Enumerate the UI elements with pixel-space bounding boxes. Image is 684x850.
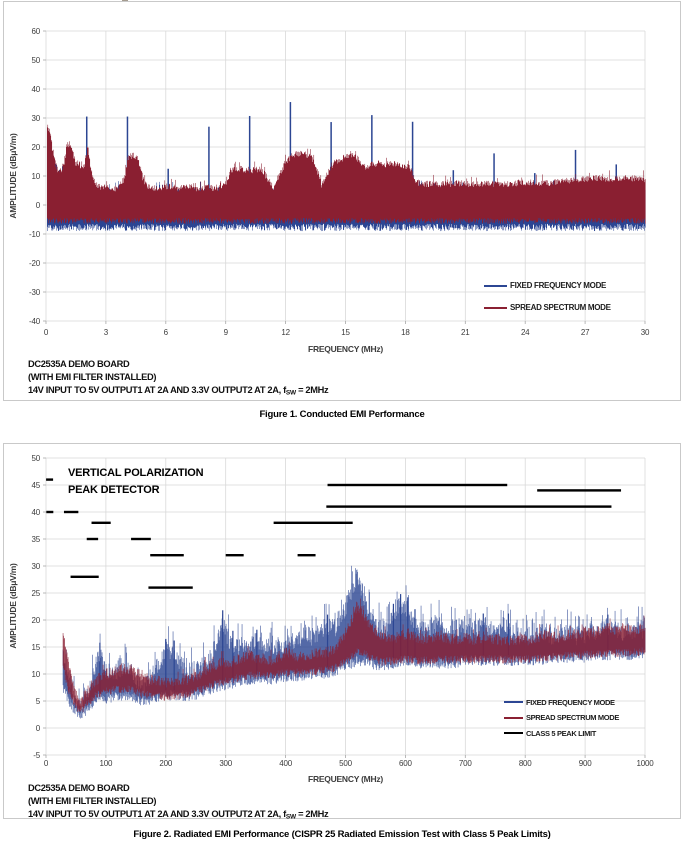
legend-swatch-line bbox=[484, 306, 507, 309]
legend-swatch-line bbox=[504, 701, 523, 703]
figure2-panel bbox=[3, 443, 681, 819]
note-text: (WITH EMI FILTER INSTALLED) bbox=[28, 795, 157, 806]
fig1-ytick-50: 50 bbox=[31, 55, 41, 65]
fig2-xtick-1000: 1000 bbox=[636, 759, 654, 768]
subscript-text: SW bbox=[285, 813, 296, 821]
figure2-notes: DC2535A DEMO BOARD (WITH EMI FILTER INSTA… bbox=[28, 782, 329, 824]
figure1-notes: DC2535A DEMO BOARD (WITH EMI FILTER INSTA… bbox=[28, 358, 329, 400]
note-text: DC2535A DEMO BOARD bbox=[28, 359, 130, 369]
fig1-ytick--30: -30 bbox=[29, 287, 40, 297]
figure1-note-line1: DC2535A DEMO BOARD bbox=[28, 358, 328, 371]
fig2-ytick-25: 25 bbox=[31, 588, 41, 598]
fig2-ytick-15: 15 bbox=[31, 642, 41, 652]
legend-label: SPREAD SPECTRUM MODE bbox=[526, 713, 620, 722]
legend-label: CLASS 5 PEAK LIMIT bbox=[526, 728, 596, 738]
figure1-note-line3: 14V INPUT TO 5V OUTPUT1 AT 2A AND 3.3V O… bbox=[28, 384, 329, 400]
fig1-ytick-0: 0 bbox=[35, 200, 40, 210]
fig2-xtick-600: 600 bbox=[399, 759, 412, 768]
fig2-ytick-50: 50 bbox=[31, 453, 41, 463]
fig1-ytick-20: 20 bbox=[31, 142, 41, 152]
fig2-xtick-400: 400 bbox=[279, 759, 292, 768]
fig2-ytick-45: 45 bbox=[31, 480, 41, 490]
fig1-ytick-10: 10 bbox=[31, 171, 41, 181]
note-text: = 2MHz bbox=[295, 384, 329, 395]
legend-label: SPREAD SPECTRUM MODE bbox=[510, 303, 611, 312]
fig2-legend-entry-3: CLASS 5 PEAK LIMIT bbox=[504, 728, 596, 738]
figure1-caption: Figure 1. Conducted EMI Performance bbox=[259, 409, 425, 420]
note-text: 14V INPUT TO 5V OUTPUT1 AT 2A AND 3.3V O… bbox=[28, 384, 286, 395]
fig2-ytick-20: 20 bbox=[31, 615, 41, 625]
fig2-ytick-40: 40 bbox=[31, 507, 41, 517]
fig1-xtick-9: 9 bbox=[223, 328, 228, 337]
fig1-xtick-6: 6 bbox=[163, 328, 168, 337]
legend-label: FIXED FREQUENCY MODE bbox=[510, 281, 607, 290]
fig1-ytick--40: -40 bbox=[29, 316, 40, 326]
fig1-ytick-30: 30 bbox=[31, 113, 41, 123]
figure1-panel bbox=[3, 1, 681, 401]
fig2-xtick-900: 900 bbox=[578, 759, 592, 768]
figure2-note-line2: (WITH EMI FILTER INSTALLED) bbox=[28, 795, 328, 808]
note-text: DC2535A DEMO BOARD bbox=[28, 783, 130, 793]
note-text: = 2MHz bbox=[295, 808, 329, 819]
fig2-ytick--5: -5 bbox=[33, 750, 40, 760]
figure2-note-line3: 14V INPUT TO 5V OUTPUT1 AT 2A AND 3.3V O… bbox=[28, 808, 329, 824]
fig1-xtick-21: 21 bbox=[461, 328, 470, 337]
fig2-xtick-700: 700 bbox=[458, 759, 472, 768]
figure2-caption: Figure 2. Radiated EMI Performance (CISP… bbox=[133, 829, 551, 840]
fig1-xtick-15: 15 bbox=[341, 328, 350, 337]
legend-swatch-line bbox=[484, 284, 507, 287]
fig2-ytick-5: 5 bbox=[35, 696, 40, 706]
fig2-legend-entry-2: SPREAD SPECTRUM MODE bbox=[504, 713, 619, 723]
fig1-ytick-60: 60 bbox=[31, 26, 41, 36]
fig2-ytick-35: 35 bbox=[31, 534, 41, 544]
legend-swatch-line bbox=[504, 716, 523, 719]
fig1-legend-entry-1: FIXED FREQUENCY MODE bbox=[484, 281, 606, 291]
note-text: 14V INPUT TO 5V OUTPUT1 AT 2A AND 3.3V O… bbox=[28, 808, 286, 819]
fig1-xtick-12: 12 bbox=[281, 328, 290, 337]
fig2-xtick-300: 300 bbox=[219, 759, 233, 768]
legend-swatch-line bbox=[504, 731, 523, 735]
fig1-ytick--20: -20 bbox=[29, 258, 40, 268]
fig1-xtick-24: 24 bbox=[520, 328, 530, 337]
fig1-legend-entry-2: SPREAD SPECTRUM MODE bbox=[484, 303, 611, 313]
fig2-ytick-10: 10 bbox=[31, 669, 41, 679]
legend-label: FIXED FREQUENCY MODE bbox=[526, 697, 615, 707]
fig2-xtick-500: 500 bbox=[339, 759, 352, 768]
fig2-xtick-200: 200 bbox=[159, 759, 173, 768]
fig2-x-axis-label: FREQUENCY (MHz) bbox=[308, 774, 383, 784]
fig2-ytick-0: 0 bbox=[35, 723, 40, 733]
fig2-xtick-0: 0 bbox=[43, 759, 49, 768]
note-text: (WITH EMI FILTER INSTALLED) bbox=[28, 371, 157, 382]
fig2-xtick-800: 800 bbox=[518, 759, 532, 768]
fig2-xtick-100: 100 bbox=[99, 759, 113, 768]
fig2-annotation-peak-detector: PEAK DETECTOR bbox=[68, 484, 160, 496]
fig1-ytick-40: 40 bbox=[31, 84, 41, 94]
fig1-xtick-18: 18 bbox=[401, 328, 410, 337]
fig2-annotation-vertical-polarization: VERTICAL POLARIZATION bbox=[68, 467, 204, 479]
fig1-x-axis-label: FREQUENCY (MHz) bbox=[308, 344, 383, 354]
subscript-text: SW bbox=[285, 389, 296, 397]
fig2-legend-entry-1: FIXED FREQUENCY MODE bbox=[504, 697, 615, 707]
fig1-xtick-30: 30 bbox=[640, 328, 650, 337]
figure1-note-line2: (WITH EMI FILTER INSTALLED) bbox=[28, 371, 328, 384]
fig1-xtick-3: 3 bbox=[103, 328, 109, 337]
figure2-note-line1: DC2535A DEMO BOARD bbox=[28, 782, 328, 795]
fig1-xtick-27: 27 bbox=[580, 328, 590, 337]
fig1-xtick-0: 0 bbox=[43, 328, 49, 337]
fig2-ytick-30: 30 bbox=[31, 561, 41, 571]
fig1-ytick--10: -10 bbox=[29, 229, 40, 239]
